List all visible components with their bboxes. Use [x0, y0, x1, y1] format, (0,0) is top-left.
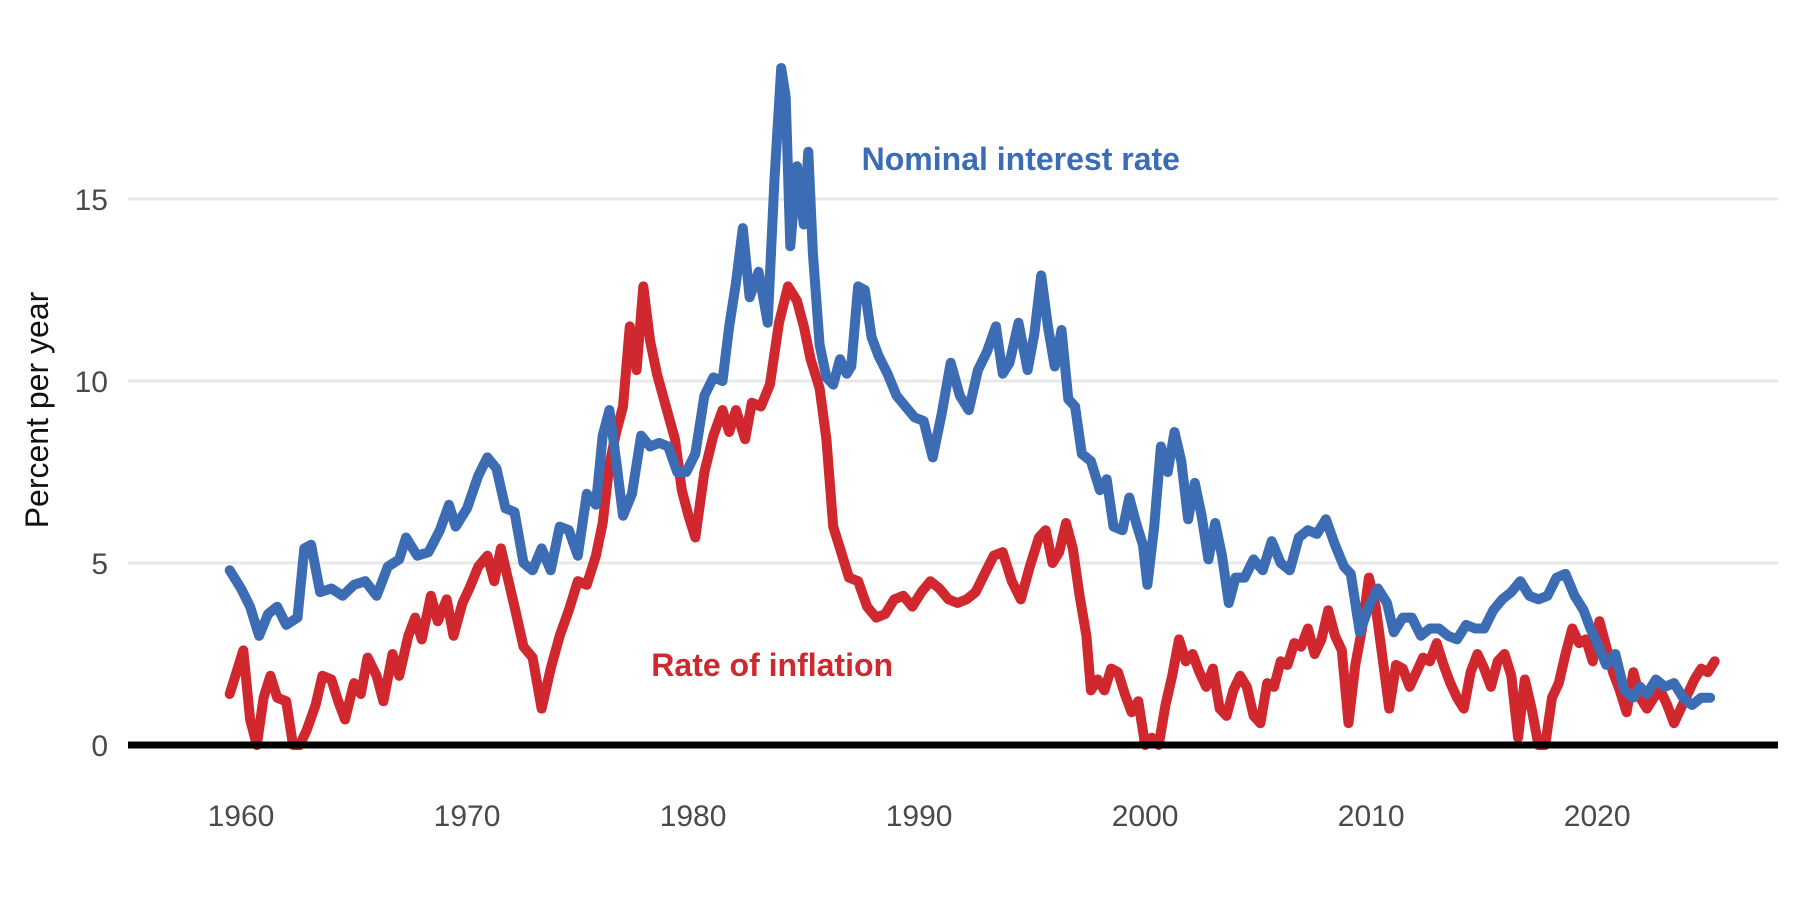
series-lines [224, 63, 1720, 750]
x-tick-label-1960: 1960 [208, 800, 275, 833]
y-tick-label-0: 0 [91, 730, 108, 763]
x-tick-label-1990: 1990 [886, 800, 953, 833]
x-tick-label-2010: 2010 [1338, 800, 1405, 833]
x-axis-ticks: 1960 1970 1980 1990 2000 2010 2020 [208, 800, 1631, 833]
y-tick-label-5: 5 [91, 548, 108, 581]
series-label-nominal: Nominal interest rate [862, 141, 1180, 177]
x-tick-label-1980: 1980 [660, 800, 727, 833]
x-tick-label-2000: 2000 [1112, 800, 1179, 833]
series-line-nominal [224, 63, 1716, 710]
y-axis-ticks: 0 5 10 15 [75, 184, 108, 763]
y-tick-label-15: 15 [75, 184, 108, 217]
series-line-inflation [224, 281, 1720, 750]
series-label-inflation: Rate of inflation [651, 647, 893, 683]
y-axis-label: Percent per year [19, 291, 55, 528]
x-tick-label-1970: 1970 [434, 800, 501, 833]
y-tick-label-10: 10 [75, 366, 108, 399]
x-tick-label-2020: 2020 [1564, 800, 1631, 833]
